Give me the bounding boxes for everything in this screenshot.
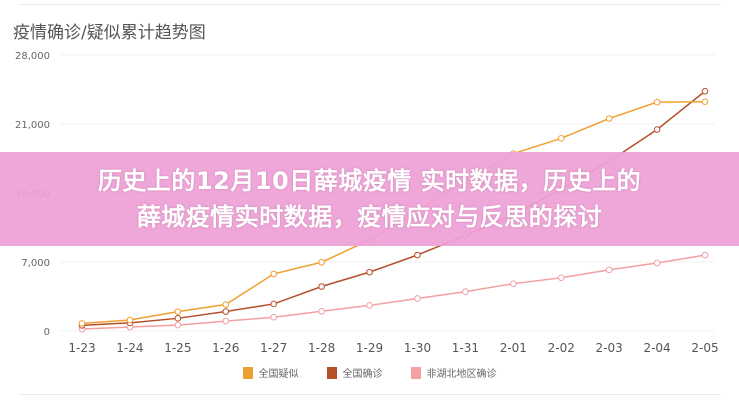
x-tick-label: 1-23 — [68, 341, 95, 355]
data-point — [222, 301, 230, 308]
top-divider — [18, 4, 721, 5]
data-point — [270, 300, 277, 308]
data-point — [462, 288, 469, 295]
legend-swatch — [326, 366, 337, 379]
legend-item[interactable]: 非湖北地区确诊 — [410, 365, 497, 380]
x-tick-label: 2-04 — [643, 341, 670, 355]
data-point — [701, 251, 709, 259]
data-point — [701, 87, 709, 95]
data-point — [366, 268, 373, 276]
x-tick-label: 2-05 — [691, 341, 718, 355]
chart-title: 疫情确诊/疑似累计趋势图 — [13, 23, 206, 43]
y-tick-label: 28,000 — [15, 51, 50, 62]
x-tick-label: 1-31 — [452, 341, 479, 355]
x-tick-label: 1-27 — [260, 341, 287, 355]
data-point — [270, 270, 277, 278]
legend-label: 全国疑似 — [258, 369, 299, 380]
legend-swatch — [410, 366, 421, 379]
headline-line-2: 薛城疫情实时数据，疫情应对与反思的探讨 — [136, 203, 603, 231]
data-point — [605, 115, 613, 122]
x-tick-label: 2-03 — [596, 341, 623, 355]
headline-banner: 历史上的12月10日薛城疫情 实时数据，历史上的 薛城疫情实时数据，疫情应对与反… — [0, 152, 739, 246]
y-tick-label: 21,000 — [15, 120, 50, 131]
x-tick-label: 1-30 — [404, 341, 431, 355]
x-tick-label: 1-24 — [116, 341, 143, 355]
data-point — [270, 313, 277, 321]
data-point — [414, 295, 421, 302]
data-point — [510, 280, 517, 287]
x-tick-label: 1-29 — [356, 341, 383, 355]
data-point — [222, 308, 230, 315]
data-point — [78, 320, 86, 327]
data-point — [414, 251, 421, 259]
data-point — [222, 317, 230, 325]
data-point — [318, 307, 325, 315]
data-point — [557, 274, 565, 282]
series-line — [81, 254, 706, 330]
data-point — [701, 98, 709, 106]
y-tick-label: 7,000 — [21, 258, 50, 269]
x-tick-label: 2-02 — [548, 341, 575, 355]
data-point — [653, 98, 661, 106]
legend-label: 非湖北地区确诊 — [426, 369, 497, 380]
x-tick-label: 2-01 — [500, 341, 527, 355]
data-point — [605, 266, 613, 274]
headline-line-1: 历史上的12月10日薛城疫情 实时数据，历史上的 — [97, 167, 642, 195]
legend-label: 全国确诊 — [342, 369, 383, 380]
data-point — [174, 308, 182, 315]
x-tick-label: 1-25 — [164, 341, 191, 355]
data-point — [366, 302, 373, 309]
x-tick-label: 1-28 — [308, 341, 335, 355]
bottom-divider — [18, 394, 721, 395]
legend: 全国疑似 全国确诊 非湖北地区确诊 — [0, 365, 739, 380]
legend-swatch — [242, 366, 253, 379]
data-point — [126, 316, 134, 324]
data-point — [653, 259, 661, 267]
data-point — [174, 315, 182, 322]
x-tick-label: 1-26 — [212, 341, 239, 355]
data-point — [318, 258, 325, 266]
y-tick-label: 0 — [44, 327, 50, 338]
legend-item[interactable]: 全国疑似 — [242, 365, 299, 380]
data-point — [174, 321, 182, 329]
legend-item[interactable]: 全国确诊 — [326, 365, 383, 380]
data-point — [318, 283, 325, 290]
data-point — [557, 135, 565, 142]
data-point — [653, 126, 661, 133]
